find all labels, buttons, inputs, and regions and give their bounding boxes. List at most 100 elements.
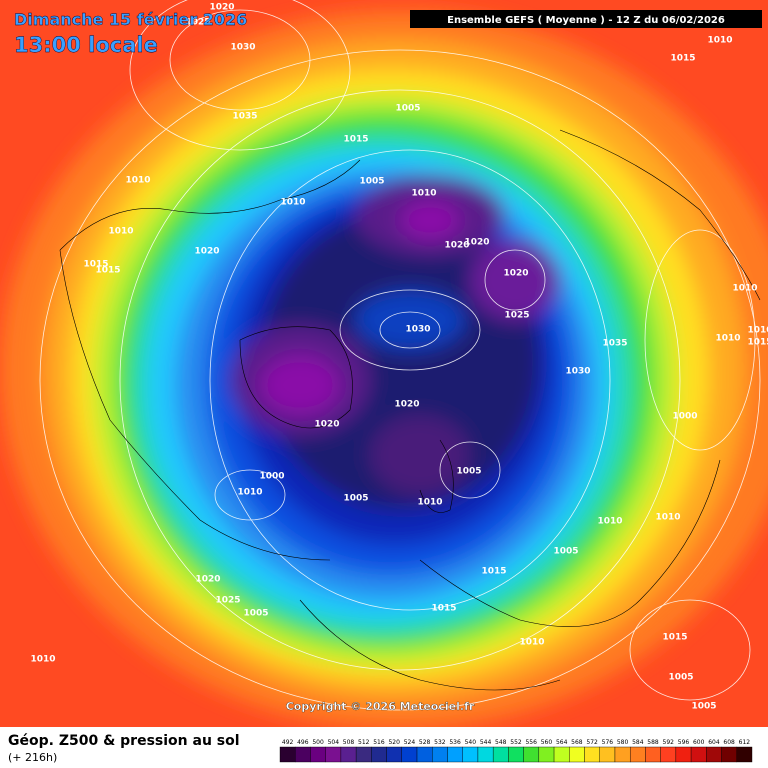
isobar-label: 1015 (481, 567, 506, 577)
date-label: Dimanche 15 février 2026 (14, 10, 247, 29)
coastlines (59, 129, 761, 691)
footer-lead: (+ 216h) (8, 751, 57, 764)
colorbar-swatch (553, 746, 570, 763)
colorbar-label: 548 (495, 739, 507, 746)
low-center (470, 240, 560, 320)
colorbar-label: 564 (556, 739, 568, 746)
colorbar-label: 556 (525, 739, 537, 746)
isobar-label: 1020 (194, 247, 219, 257)
low-core (400, 200, 460, 240)
footer-title: Géop. Z500 & pression au sol (8, 733, 240, 749)
isobar (439, 441, 501, 499)
isobar-label: 1005 (691, 702, 716, 712)
isobar (39, 49, 761, 711)
colorbar-label: 604 (708, 739, 720, 746)
colorbar-swatch (416, 746, 433, 763)
isobar-labels: 1020 1025 1030 1035 1010 1015 1005 1015 1005 1010… (30, 3, 768, 712)
time-label: 13:00 locale (14, 33, 158, 57)
isobar-label: 1030 (230, 43, 255, 53)
isobar (169, 9, 311, 111)
colorbar-swatch (675, 746, 692, 763)
colorbar-label: 608 (723, 739, 735, 746)
isobar-label: 1010 (125, 176, 150, 186)
colorbar-label: 576 (602, 739, 614, 746)
isobar-label: 1010 (237, 488, 262, 498)
colorbar-label: 504 (328, 739, 340, 746)
run-box (410, 10, 762, 28)
isobar-label: 1020 (503, 269, 528, 279)
coastline (59, 129, 761, 691)
colorbar-swatch (355, 746, 372, 763)
colorbar-label: 560 (541, 739, 553, 746)
isobar-label: 1010 (417, 498, 442, 508)
isobar-label: 1010 (655, 513, 680, 523)
colorbar-label: 544 (480, 739, 492, 746)
isobar-label: 1020 (209, 3, 234, 13)
isobar-label: 1000 (259, 472, 284, 482)
colorbar-label: 496 (297, 739, 309, 746)
band (260, 210, 540, 510)
isobar-label: 1025 (504, 311, 529, 321)
colorbar-label: 516 (373, 739, 385, 746)
colorbar-swatch (432, 746, 448, 763)
isobar-label: 1010 (108, 227, 133, 237)
colorbar-label: 532 (434, 739, 446, 746)
colorbar-swatch (371, 746, 387, 763)
isobar-label: 1010 (715, 334, 740, 344)
isobar (339, 289, 481, 371)
colorbar-swatch (447, 746, 463, 763)
isobar (644, 229, 756, 451)
isobar-label: 1005 (668, 673, 693, 683)
isobar-label: 1015 (83, 260, 108, 270)
isobar-label: 1010 (30, 655, 55, 665)
isobar-label: 1035 (602, 339, 627, 349)
isobar (129, 0, 351, 151)
geopotential-field (0, 0, 768, 730)
colorbar-label: 568 (571, 739, 583, 746)
isobar (214, 469, 286, 521)
colorbar-swatch (492, 746, 509, 763)
colorbar-swatch (508, 746, 524, 763)
isobar-label: 1010 (732, 284, 757, 294)
isobar-label: 1020 (444, 241, 469, 251)
isobar-label: 1015 (95, 266, 120, 276)
colorbar-swatch (538, 746, 555, 763)
colorbar-swatch (599, 746, 616, 763)
colorbar-swatch (523, 746, 540, 763)
isobar-label: 1035 (232, 112, 257, 122)
isobar (119, 89, 681, 671)
isobar-label: 1025 (185, 18, 210, 28)
colorbar-swatch (736, 746, 753, 763)
isobar-label: 1005 (359, 177, 384, 187)
isobar-label: 1015 (431, 604, 456, 614)
colorbar-label: 492 (282, 739, 294, 746)
colorbar-swatch (462, 746, 479, 763)
isobar (379, 311, 441, 349)
isobar-label: 1020 (464, 238, 489, 248)
isobar-label: 1015 (747, 338, 768, 348)
colorbar-swatch (584, 746, 600, 763)
isobar-label: 1020 (195, 575, 220, 585)
colorbar-label: 520 (388, 739, 400, 746)
isobar-label: 1015 (662, 633, 687, 643)
isobar (209, 149, 611, 611)
colorbar-swatch (721, 746, 737, 763)
isobar-label: 1000 (672, 412, 697, 422)
isobar-label: 1010 (747, 326, 768, 336)
colorbar-swatch (477, 746, 494, 763)
colorbar-label: 584 (632, 739, 644, 746)
colorbar-swatch (614, 746, 631, 763)
colorbar-swatch (386, 746, 403, 763)
isobar-label: 1015 (670, 54, 695, 64)
colorbar-label: 536 (449, 739, 461, 746)
isobar-label: 1015 (343, 135, 368, 145)
isobar-label: 1030 (405, 325, 430, 335)
colorbar-swatch (279, 746, 296, 763)
colorbar-swatch (310, 746, 326, 763)
copyright: Copyright © 2026 Meteociel.fr (286, 700, 475, 713)
isobar-label: 1010 (597, 517, 622, 527)
run-label: Ensemble GEFS ( Moyenne ) - 12 Z du 06/0… (447, 15, 725, 26)
colorbar-swatch (295, 746, 311, 763)
colorbar-label: 500 (312, 739, 324, 746)
